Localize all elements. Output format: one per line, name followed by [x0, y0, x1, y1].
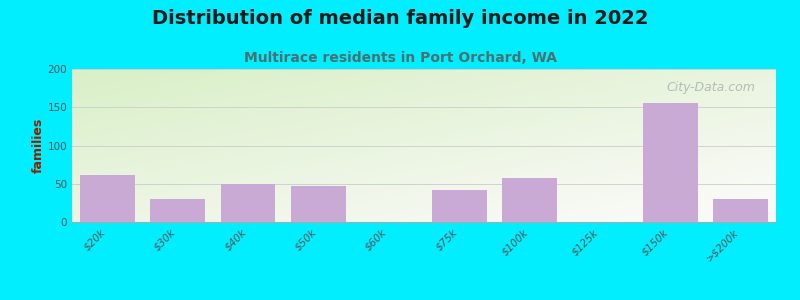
Bar: [80, 175, 134, 222]
Bar: [643, 103, 698, 222]
Bar: [150, 199, 205, 222]
Bar: [502, 178, 557, 222]
Text: Distribution of median family income in 2022: Distribution of median family income in …: [152, 9, 648, 28]
Bar: [714, 199, 768, 222]
Bar: [221, 184, 275, 222]
Text: City-Data.com: City-Data.com: [666, 81, 755, 94]
Bar: [432, 190, 486, 222]
Bar: [291, 186, 346, 222]
Y-axis label: families: families: [32, 118, 45, 173]
Text: Multirace residents in Port Orchard, WA: Multirace residents in Port Orchard, WA: [243, 51, 557, 65]
